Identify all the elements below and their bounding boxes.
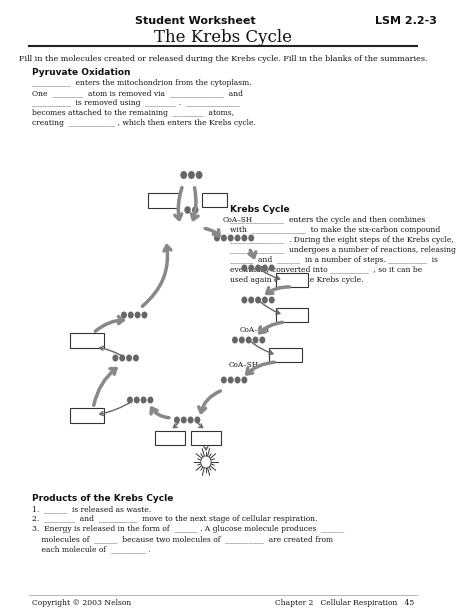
Circle shape: [262, 297, 268, 303]
Circle shape: [184, 206, 191, 214]
Circle shape: [232, 337, 238, 343]
Circle shape: [253, 337, 258, 343]
Circle shape: [248, 235, 254, 242]
Circle shape: [235, 376, 240, 384]
Circle shape: [239, 337, 245, 343]
Circle shape: [192, 206, 199, 214]
Text: Chapter 2   Cellular Respiration   45: Chapter 2 Cellular Respiration 45: [275, 599, 414, 607]
Bar: [70, 332, 104, 348]
Circle shape: [188, 171, 195, 179]
Bar: [148, 192, 179, 207]
Bar: [269, 348, 301, 362]
Circle shape: [248, 264, 254, 272]
Circle shape: [141, 311, 147, 319]
Text: creating  ____________ , which then enters the Krebs cycle.: creating ____________ , which then enter…: [32, 119, 255, 127]
Text: __________  enters the mitochondrion from the cytoplasm.: __________ enters the mitochondrion from…: [32, 79, 251, 87]
Text: ______  and  ______  in a number of steps. __________  is: ______ and ______ in a number of steps. …: [230, 256, 438, 264]
Circle shape: [255, 264, 261, 272]
Circle shape: [126, 354, 132, 362]
Bar: [201, 193, 228, 207]
Text: CoA–SH: CoA–SH: [223, 216, 253, 224]
Text: each molecule of  _________ .: each molecule of _________ .: [32, 545, 150, 553]
Text: __________  is removed using  ________ .  ______________: __________ is removed using ________ . _…: [32, 99, 240, 107]
Circle shape: [147, 397, 154, 403]
Text: eventually converted into __________  , so it can be: eventually converted into __________ , s…: [230, 266, 422, 274]
Text: The Krebs Cycle: The Krebs Cycle: [154, 29, 292, 46]
Circle shape: [194, 416, 201, 424]
Text: Pyruvate Oxidation: Pyruvate Oxidation: [32, 68, 130, 77]
Circle shape: [241, 235, 247, 242]
Text: Krebs Cycle: Krebs Cycle: [230, 205, 290, 214]
Text: Fill in the molecules created or released during the Krebs cycle. Fill in the bl: Fill in the molecules created or release…: [19, 55, 427, 63]
Circle shape: [174, 416, 180, 424]
Circle shape: [262, 264, 268, 272]
Bar: [191, 431, 221, 445]
Circle shape: [246, 337, 252, 343]
Circle shape: [188, 416, 193, 424]
Circle shape: [221, 235, 227, 242]
Circle shape: [228, 376, 234, 384]
Circle shape: [128, 311, 134, 319]
Text: ______________  enters the cycle and then combines: ______________ enters the cycle and then…: [230, 216, 425, 224]
Text: CoA–SH: CoA–SH: [228, 361, 258, 369]
Circle shape: [133, 354, 139, 362]
Circle shape: [121, 311, 127, 319]
Circle shape: [135, 311, 141, 319]
Circle shape: [196, 171, 202, 179]
Circle shape: [181, 416, 187, 424]
Circle shape: [221, 376, 227, 384]
Circle shape: [235, 235, 240, 242]
Circle shape: [255, 297, 261, 303]
Text: 1.  ______  is released as waste.: 1. ______ is released as waste.: [32, 505, 151, 513]
Circle shape: [269, 297, 275, 303]
Circle shape: [134, 397, 140, 403]
Text: with  ______________  to make the six-carbon compound: with ______________ to make the six-carb…: [230, 226, 440, 234]
Circle shape: [228, 235, 234, 242]
Text: Products of the Krebs Cycle: Products of the Krebs Cycle: [32, 494, 173, 503]
Text: molecules of  ______  because two molecules of  __________  are created from: molecules of ______ because two molecule…: [32, 535, 333, 543]
Text: used again during the Krebs cycle.: used again during the Krebs cycle.: [230, 276, 364, 284]
Circle shape: [241, 264, 247, 272]
Circle shape: [127, 397, 133, 403]
Bar: [276, 273, 309, 287]
Text: becomes attached to the remaining  ________  atoms,: becomes attached to the remaining ______…: [32, 109, 234, 117]
Text: ______________  undergoes a number of reactions, releasing: ______________ undergoes a number of rea…: [230, 246, 456, 254]
Text: One  ________  atom is removed via  ______________  and: One ________ atom is removed via _______…: [32, 89, 243, 97]
Circle shape: [248, 297, 254, 303]
Bar: [70, 408, 104, 422]
Circle shape: [180, 171, 187, 179]
Circle shape: [119, 354, 125, 362]
Text: ______________  . During the eight steps of the Krebs cycle,: ______________ . During the eight steps …: [230, 236, 454, 244]
Circle shape: [214, 235, 220, 242]
Text: CoA–SH: CoA–SH: [240, 326, 270, 334]
Circle shape: [241, 297, 247, 303]
Circle shape: [259, 337, 265, 343]
Text: 3.  Energy is released in the form of  ______ . A glucose molecule produces  ___: 3. Energy is released in the form of ___…: [32, 525, 344, 533]
Text: CoA: CoA: [207, 196, 222, 204]
Text: LSM 2.2-3: LSM 2.2-3: [375, 16, 437, 26]
Bar: [276, 308, 309, 322]
Bar: [155, 431, 185, 445]
Text: Copyright © 2003 Nelson: Copyright © 2003 Nelson: [32, 599, 131, 607]
Circle shape: [112, 354, 118, 362]
Circle shape: [141, 397, 146, 403]
Circle shape: [241, 376, 247, 384]
Text: 2.  ________  and  __________  move to the next stage of cellular respiration.: 2. ________ and __________ move to the n…: [32, 515, 317, 523]
Text: Student Worksheet: Student Worksheet: [136, 16, 256, 26]
Circle shape: [201, 456, 211, 468]
Circle shape: [269, 264, 275, 272]
